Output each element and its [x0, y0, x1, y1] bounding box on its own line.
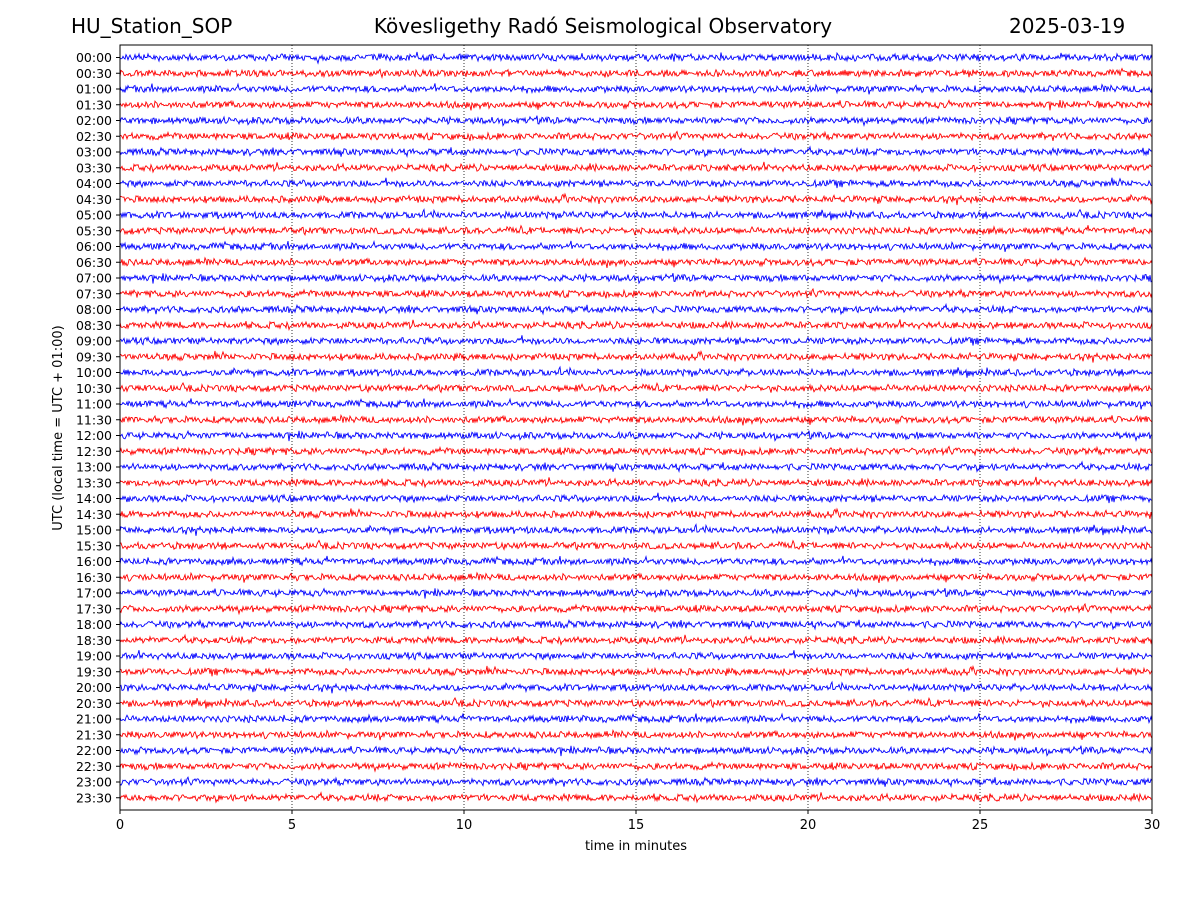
x-tick-label: 15: [628, 818, 645, 833]
x-tick-label: 30: [1144, 818, 1161, 833]
y-tick-label: 02:30: [76, 129, 112, 144]
y-tick-label: 09:30: [76, 349, 112, 364]
trace-1800: [119, 618, 1153, 631]
y-tick-label: 07:30: [76, 286, 112, 301]
x-tick-label: 0: [116, 818, 124, 833]
y-tick-label: 22:00: [76, 743, 112, 758]
y-tick-label: 17:30: [76, 601, 112, 616]
y-tick-label: 09:00: [76, 334, 112, 349]
y-tick-label: 00:30: [76, 66, 112, 81]
y-tick-label: 12:00: [76, 428, 112, 443]
y-tick-label: 11:00: [76, 397, 112, 412]
y-tick-label: 23:30: [76, 790, 112, 805]
y-tick-label: 16:00: [76, 554, 112, 569]
y-tick-label: 23:00: [76, 775, 112, 790]
observatory-title: Köveslige­thy Radó Seismological Observa…: [373, 14, 833, 38]
trace-1930: [119, 665, 1153, 677]
y-tick-label: 07:00: [76, 271, 112, 286]
trace-2230: [119, 760, 1153, 773]
trace-1100: [119, 397, 1153, 410]
y-tick-label: 11:30: [76, 412, 112, 427]
y-tick-label: 14:00: [76, 491, 112, 506]
y-tick-label: 05:30: [76, 223, 112, 238]
trace-2030: [119, 696, 1153, 709]
grid-layer: [291, 45, 981, 810]
trace-0930: [119, 350, 1153, 363]
date-label: 2025-03-19: [1009, 14, 1126, 38]
trace-0630: [119, 256, 1153, 268]
trace-0700: [119, 272, 1153, 285]
x-tick-label: 25: [972, 818, 989, 833]
trace-0030: [119, 67, 1153, 79]
x-axis: 0 5 10 15 20 25 30: [116, 810, 1160, 833]
y-tick-label: 20:30: [76, 696, 112, 711]
y-tick-label: 02:00: [76, 113, 112, 128]
y-tick-label: 10:00: [76, 365, 112, 380]
y-tick-label: 18:30: [76, 633, 112, 648]
y-tick-label: 01:30: [76, 97, 112, 112]
trace-2200: [119, 744, 1153, 757]
trace-0500: [119, 208, 1153, 221]
y-tick-label: 13:30: [76, 475, 112, 490]
trace-0330: [119, 161, 1153, 174]
y-tick-label: 06:30: [76, 255, 112, 270]
y-tick-label: 21:00: [76, 712, 112, 727]
trace-2330: [119, 791, 1153, 804]
y-tick-label: 13:00: [76, 460, 112, 475]
y-tick-label: 20:00: [76, 680, 112, 695]
y-tick-label: 17:00: [76, 586, 112, 601]
x-tick-label: 20: [800, 818, 817, 833]
trace-1030: [119, 381, 1153, 394]
x-axis-label: time in minutes: [585, 839, 687, 854]
y-tick-label: 22:30: [76, 759, 112, 774]
y-tick-label: 08:00: [76, 302, 112, 317]
y-tick-label: 03:30: [76, 160, 112, 175]
y-tick-label: 04:30: [76, 192, 112, 207]
y-tick-label: 08:30: [76, 318, 112, 333]
trace-1130: [119, 413, 1153, 426]
y-tick-label: 15:30: [76, 538, 112, 553]
trace-0000: [119, 51, 1153, 65]
y-tick-label: 10:30: [76, 381, 112, 396]
y-tick-label: 14:30: [76, 507, 112, 522]
trace-2300: [119, 776, 1153, 789]
y-tick-label: 04:00: [76, 176, 112, 191]
y-tick-label: 03:00: [76, 145, 112, 160]
y-tick-label: 19:00: [76, 649, 112, 664]
trace-0530: [119, 224, 1153, 236]
y-tick-label: 00:00: [76, 50, 112, 65]
y-tick-label: 15:00: [76, 523, 112, 538]
y-tick-label: 16:30: [76, 570, 112, 585]
trace-0100: [119, 82, 1153, 95]
station-name: HU_Station_SOP: [71, 14, 233, 38]
trace-0730: [119, 287, 1153, 300]
y-tick-label: 21:30: [76, 727, 112, 742]
y-tick-label: 01:00: [76, 82, 112, 97]
y-tick-label: 19:30: [76, 664, 112, 679]
trace-1630: [119, 571, 1153, 583]
y-axis: 00:0000:3001:0001:3002:0002:3003:0003:30…: [76, 50, 120, 805]
x-tick-label: 5: [288, 818, 296, 833]
y-tick-label: 18:00: [76, 617, 112, 632]
trace-1530: [119, 539, 1153, 551]
traces-layer: [119, 51, 1153, 804]
y-tick-label: 06:00: [76, 239, 112, 254]
trace-1330: [119, 476, 1153, 489]
x-tick-label: 10: [456, 818, 473, 833]
y-tick-label: 12:30: [76, 444, 112, 459]
trace-1600: [119, 554, 1153, 567]
y-axis-label: UTC (local time = UTC + 01:00): [51, 325, 66, 530]
trace-1300: [119, 460, 1153, 474]
y-tick-label: 05:00: [76, 208, 112, 223]
trace-0300: [119, 145, 1153, 159]
